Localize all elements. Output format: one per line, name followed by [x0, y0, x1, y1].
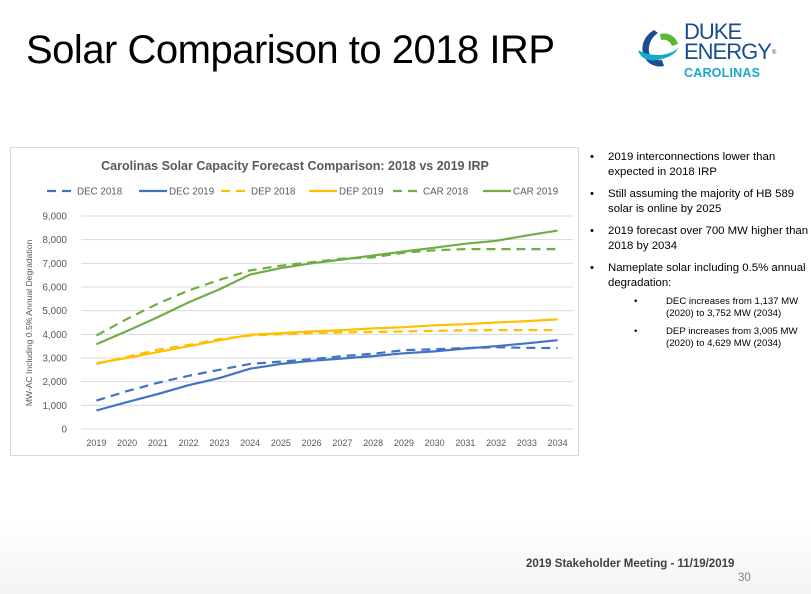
legend-label: DEC 2019	[169, 187, 214, 198]
x-tick-label: 2021	[148, 438, 168, 448]
chart-title: Carolinas Solar Capacity Forecast Compar…	[101, 159, 489, 173]
y-tick-label: 5,000	[42, 306, 67, 317]
x-tick-label: 2019	[86, 438, 106, 448]
x-tick-label: 2032	[486, 438, 506, 448]
logo-duke-text: DUKE	[684, 19, 742, 44]
x-tick-label: 2029	[394, 438, 414, 448]
logo-energy-text: ENERGY®	[684, 39, 777, 64]
y-axis-ticks: 0 1,000 2,000 3,000 4,000 5,000 6,000 7,000 8,00…	[42, 212, 67, 436]
y-tick-label: 3,000	[42, 354, 67, 365]
x-tick-label: 2026	[302, 438, 322, 448]
sub-bullet-item: DEC increases from 1,137 MW (2020) to 3,…	[634, 296, 810, 320]
legend-label: DEP 2019	[339, 187, 383, 198]
legend-label: DEC 2018	[77, 187, 123, 198]
bullet-item-text: Nameplate solar including 0.5% annual de…	[608, 262, 806, 289]
y-tick-label: 7,000	[42, 259, 67, 270]
chart-series	[95, 229, 558, 412]
chart-svg: Carolinas Solar Capacity Forecast Compar…	[24, 159, 573, 448]
x-tick-label: 2033	[517, 438, 537, 448]
y-axis-label: MW-AC Including 0.5% Annual Degradation	[24, 240, 34, 407]
legend-label: DEP 2018	[251, 187, 296, 198]
y-tick-label: 1,000	[42, 401, 67, 412]
bullet-item: Nameplate solar including 0.5% annual de…	[590, 261, 810, 350]
duke-energy-logo: DUKE ENERGY® CAROLINAS	[634, 19, 804, 92]
x-tick-label: 2031	[455, 438, 475, 448]
y-tick-label: 9,000	[42, 212, 67, 223]
y-tick-label: 8,000	[42, 235, 67, 246]
footer-text: 2019 Stakeholder Meeting - 11/19/2019	[526, 558, 735, 570]
legend-item: DEP 2019	[309, 187, 383, 198]
series-line-car-2019	[95, 229, 558, 346]
y-tick-label: 6,000	[42, 283, 67, 294]
chart-gridlines	[81, 215, 573, 430]
x-tick-label: 2020	[117, 438, 137, 448]
y-tick-label: 4,000	[42, 330, 67, 341]
x-tick-label: 2028	[363, 438, 383, 448]
y-tick-label: 0	[62, 425, 68, 436]
x-tick-label: 2024	[240, 438, 260, 448]
x-tick-label: 2023	[209, 438, 229, 448]
legend-item: CAR 2019	[483, 187, 558, 198]
x-tick-label: 2030	[425, 438, 445, 448]
x-tick-label: 2034	[548, 438, 568, 448]
logo-carolinas-text: CAROLINAS	[684, 66, 761, 81]
duke-energy-swirl-icon	[638, 30, 678, 67]
bullet-list: 2019 interconnections lower than expecte…	[590, 150, 810, 358]
legend-item: DEC 2018	[47, 187, 123, 198]
x-tick-label: 2027	[332, 438, 352, 448]
legend-item: DEC 2019	[139, 187, 214, 198]
x-tick-label: 2022	[179, 438, 199, 448]
chart-legend: DEC 2018 DEC 2019 DEP 2018 DEP 2019 CAR 2018…	[47, 187, 558, 198]
page-number: 30	[738, 572, 751, 584]
slide-title: Solar Comparison to 2018 IRP	[26, 28, 555, 72]
legend-label: CAR 2018	[423, 187, 469, 198]
sub-bullet-item: DEP increases from 3,005 MW (2020) to 4,…	[634, 326, 810, 350]
logo-wordmark: DUKE ENERGY® CAROLINAS	[684, 19, 777, 81]
series-line-dec-2018	[96, 346, 558, 402]
logo-energy-word: ENERGY	[684, 39, 772, 64]
series-line-dep-2019	[96, 318, 558, 365]
legend-item: DEP 2018	[221, 187, 296, 198]
solar-forecast-chart: Carolinas Solar Capacity Forecast Compar…	[10, 147, 579, 456]
legend-label: CAR 2019	[513, 187, 558, 198]
bullet-item: 2019 interconnections lower than expecte…	[590, 150, 810, 179]
bullet-item: 2019 forecast over 700 MW higher than 20…	[590, 224, 810, 253]
registered-mark: ®	[771, 50, 777, 57]
bullet-item: Still assuming the majority of HB 589 so…	[590, 187, 810, 216]
legend-item: CAR 2018	[393, 187, 469, 198]
series-line-dep-2018	[96, 329, 558, 365]
x-axis-ticks: 2019 2020 2021 2022 2023 2024 2025 2026 2027 2028…	[86, 438, 567, 448]
y-tick-label: 2,000	[42, 377, 67, 388]
x-tick-label: 2025	[271, 438, 291, 448]
series-line-dec-2019	[96, 339, 558, 412]
